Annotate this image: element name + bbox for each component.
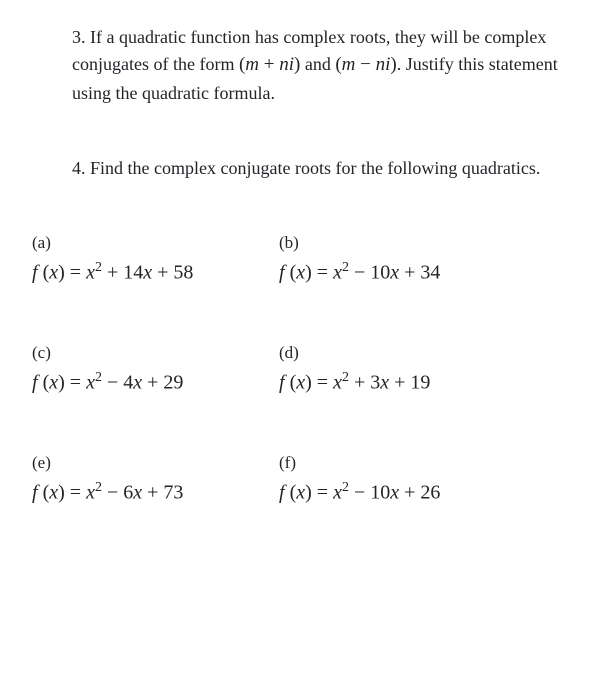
- formula-c: f (x) = x2 − 4x + 29: [32, 367, 279, 398]
- q3-text-between: and: [305, 54, 331, 74]
- problem-d: (d) f (x) = x2 + 3x + 19: [279, 340, 526, 398]
- part-label-a: (a): [32, 230, 279, 256]
- question-4-text: 4. Find the complex conjugate roots for …: [72, 155, 566, 182]
- question-3: 3. If a quadratic function has complex r…: [72, 24, 566, 107]
- q3-math-2: (m − ni): [335, 54, 396, 75]
- part-label-e: (e): [32, 450, 279, 476]
- problem-c: (c) f (x) = x2 − 4x + 29: [32, 340, 279, 398]
- problem-f: (f) f (x) = x2 − 10x + 26: [279, 450, 526, 508]
- question-4: 4. Find the complex conjugate roots for …: [72, 155, 566, 182]
- part-label-f: (f): [279, 450, 526, 476]
- problem-a: (a) f (x) = x2 + 14x + 58: [32, 230, 279, 288]
- question-3-text: 3. If a quadratic function has complex r…: [72, 24, 566, 107]
- formula-b: f (x) = x2 − 10x + 34: [279, 257, 526, 288]
- q3-number: 3.: [72, 27, 86, 47]
- problem-e: (e) f (x) = x2 − 6x + 73: [32, 450, 279, 508]
- formula-d: f (x) = x2 + 3x + 19: [279, 367, 526, 398]
- part-label-d: (d): [279, 340, 526, 366]
- formula-f: f (x) = x2 − 10x + 26: [279, 477, 526, 508]
- formula-a: f (x) = x2 + 14x + 58: [32, 257, 279, 288]
- q3-math-1: (m + ni): [239, 54, 300, 75]
- problem-row-3: (e) f (x) = x2 − 6x + 73 (f) f (x) = x2 …: [32, 450, 526, 508]
- q4-text: Find the complex conjugate roots for the…: [90, 158, 540, 178]
- problem-row-2: (c) f (x) = x2 − 4x + 29 (d) f (x) = x2 …: [32, 340, 526, 398]
- q4-number: 4.: [72, 158, 86, 178]
- formula-e: f (x) = x2 − 6x + 73: [32, 477, 279, 508]
- part-label-b: (b): [279, 230, 526, 256]
- problem-row-1: (a) f (x) = x2 + 14x + 58 (b) f (x) = x2…: [32, 230, 526, 288]
- problem-b: (b) f (x) = x2 − 10x + 34: [279, 230, 526, 288]
- part-label-c: (c): [32, 340, 279, 366]
